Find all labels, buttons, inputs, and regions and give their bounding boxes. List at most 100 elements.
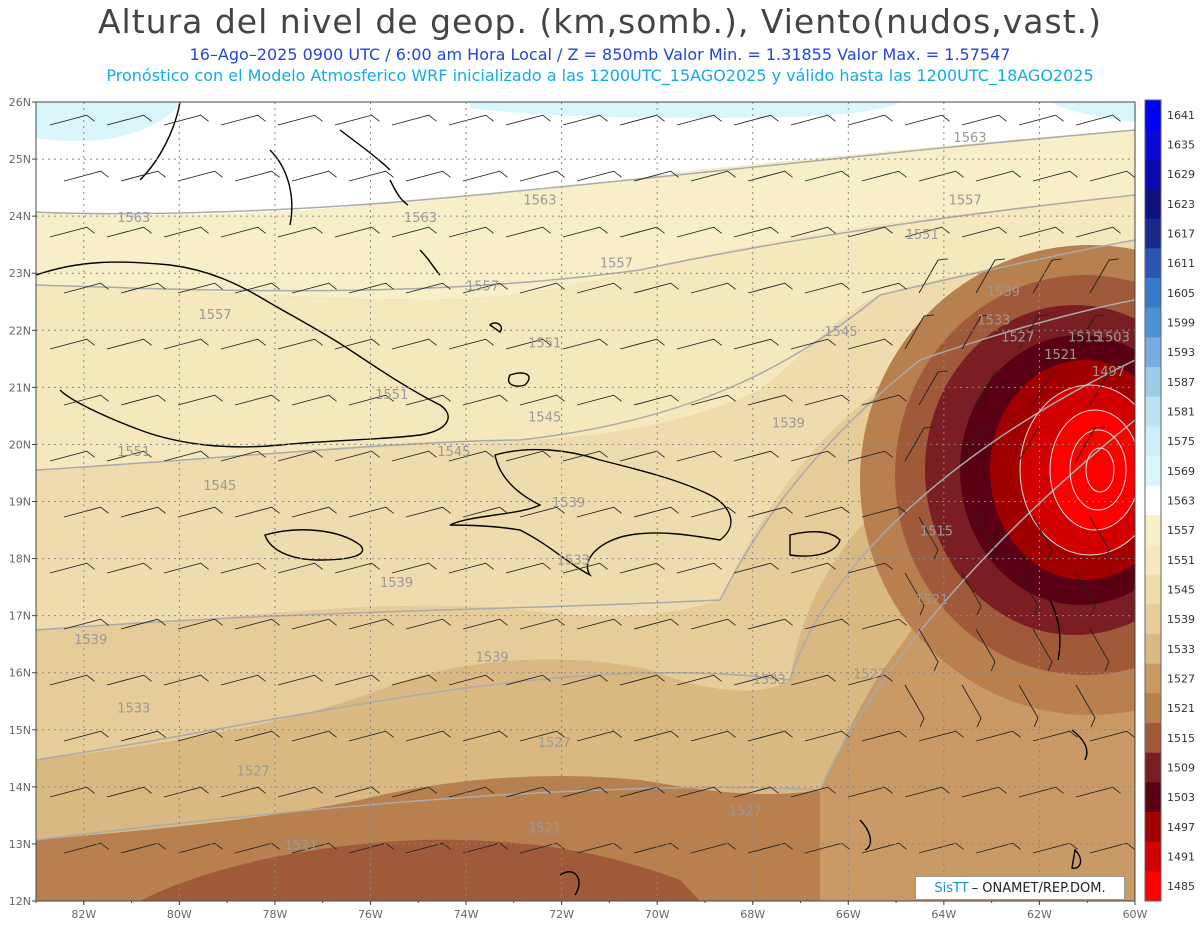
- wind-barb: [1032, 516, 1053, 560]
- contour-label: 1557: [466, 279, 499, 294]
- chart-title: Altura del nivel de geop. (km,somb.), Vi…: [97, 2, 1103, 41]
- wind-barb: [348, 730, 394, 742]
- wind-barb: [918, 258, 948, 294]
- contour-label: 1539: [987, 285, 1020, 300]
- colorbar-label: 1587: [1167, 376, 1195, 389]
- colorbar-label: 1611: [1167, 257, 1195, 270]
- wind-barb: [676, 674, 722, 686]
- wind-barb: [747, 170, 793, 182]
- wind-barb: [1075, 786, 1121, 798]
- wind-barb: [220, 562, 266, 574]
- wind-barb: [63, 170, 109, 182]
- wind-barb: [676, 562, 722, 574]
- wind-barb: [277, 562, 323, 574]
- lat-label: 23N: [9, 267, 31, 280]
- lat-label: 21N: [9, 381, 31, 394]
- wind-barb: [391, 562, 437, 574]
- wind-barb: [63, 730, 109, 742]
- wind-barb: [462, 506, 508, 518]
- wind-barb: [277, 226, 323, 238]
- wind-barb: [163, 786, 209, 798]
- contour-label: 1545: [824, 325, 857, 340]
- wind-barb: [918, 516, 939, 560]
- colorbar-swatch: [1145, 812, 1161, 843]
- wind-barb: [562, 226, 608, 238]
- wind-barb: [562, 114, 608, 126]
- wind-barb: [277, 786, 323, 798]
- wind-barb: [49, 114, 95, 126]
- wind-barb: [163, 450, 209, 462]
- wind-barb: [106, 226, 152, 238]
- colorbar-swatch: [1145, 663, 1161, 694]
- wind-barb: [106, 450, 152, 462]
- wind-barb: [1089, 370, 1119, 406]
- wind-barb: [519, 282, 565, 294]
- contour-label: 1533: [117, 702, 150, 717]
- colorbar-label: 1533: [1167, 643, 1195, 656]
- wind-barb: [733, 786, 779, 798]
- wind-barb: [106, 786, 152, 798]
- wind-barb: [790, 114, 836, 126]
- lon-label: 74W: [454, 908, 479, 921]
- wind-barb: [619, 338, 665, 350]
- contour-label: 1551: [528, 336, 561, 351]
- colorbar-label: 1491: [1167, 851, 1195, 864]
- wind-barb: [348, 618, 394, 630]
- wind-barb: [334, 114, 380, 126]
- lat-label: 17N: [9, 610, 31, 623]
- colorbar-label: 1581: [1167, 406, 1195, 419]
- wind-barb: [690, 506, 736, 518]
- colorbar-label: 1509: [1167, 762, 1195, 775]
- colorbar-label: 1593: [1167, 346, 1195, 359]
- wind-barb: [790, 338, 836, 350]
- wind-barb: [505, 786, 551, 798]
- contour-labels: 1563 1563 1563 1563 1557 1557 1557 1557 1551 1551…: [74, 131, 1130, 854]
- wind-barb: [861, 394, 907, 406]
- wind-barb: [277, 450, 323, 462]
- wind-barb: [49, 562, 95, 574]
- colorbar-swatch: [1145, 782, 1161, 813]
- wind-barb: [690, 730, 736, 742]
- wind-barb: [348, 506, 394, 518]
- contour-label: 1545: [528, 411, 561, 426]
- wind-barb: [391, 114, 437, 126]
- wind-barb: [63, 618, 109, 630]
- wind-barb: [1032, 628, 1053, 672]
- wind-barb: [234, 730, 280, 742]
- lon-label: 68W: [740, 908, 765, 921]
- wind-barb: [961, 426, 991, 462]
- wind-barb: [676, 114, 722, 126]
- wind-barb: [961, 572, 982, 616]
- wind-barb: [1089, 258, 1119, 294]
- lat-label: 26N: [9, 96, 31, 109]
- wind-barb: [690, 282, 736, 294]
- wind-barb: [576, 730, 622, 742]
- wind-barb: [733, 338, 779, 350]
- wind-barb: [1018, 426, 1048, 462]
- wind-barb: [804, 506, 850, 518]
- wind-barb: [804, 618, 850, 630]
- wind-barb: [619, 226, 665, 238]
- wind-barb: [234, 506, 280, 518]
- wind-barb: [334, 786, 380, 798]
- coastlines: [36, 102, 1088, 896]
- wind-barb: [576, 506, 622, 518]
- contour-label: 1563: [404, 211, 437, 226]
- wind-barb: [505, 226, 551, 238]
- contour-label: 1539: [74, 633, 107, 648]
- contour-label: 1539: [552, 496, 585, 511]
- contour-label: 1563: [117, 211, 150, 226]
- plot-frame: [35, 101, 1136, 902]
- geopotential-field: [36, 102, 1135, 901]
- colorbar-swatch: [1145, 841, 1161, 872]
- contour-label: 1533: [557, 553, 590, 568]
- contour-label: 1521: [915, 593, 948, 608]
- wind-barb: [1032, 170, 1078, 182]
- wind-barb: [633, 282, 679, 294]
- wind-barb: [234, 170, 280, 182]
- contour-label: 1557: [600, 257, 633, 272]
- contour-label: 1527: [538, 736, 571, 751]
- colorbar-swatch: [1145, 604, 1161, 635]
- wind-barb: [961, 684, 982, 728]
- wind-barb: [1089, 170, 1135, 182]
